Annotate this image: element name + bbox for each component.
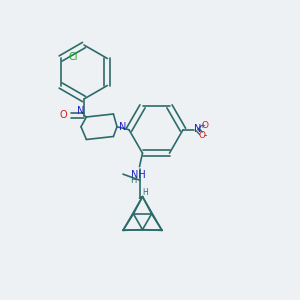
- Text: Cl: Cl: [68, 52, 78, 62]
- Text: N: N: [76, 106, 84, 116]
- Text: N: N: [194, 124, 202, 134]
- Text: -: -: [203, 130, 207, 140]
- Text: +: +: [199, 123, 205, 129]
- Text: N: N: [118, 122, 126, 132]
- Text: O: O: [199, 131, 206, 140]
- Text: H: H: [142, 188, 148, 196]
- Text: O: O: [59, 110, 67, 121]
- Text: O: O: [202, 121, 209, 130]
- Text: NH: NH: [130, 169, 146, 180]
- Text: H: H: [130, 176, 136, 184]
